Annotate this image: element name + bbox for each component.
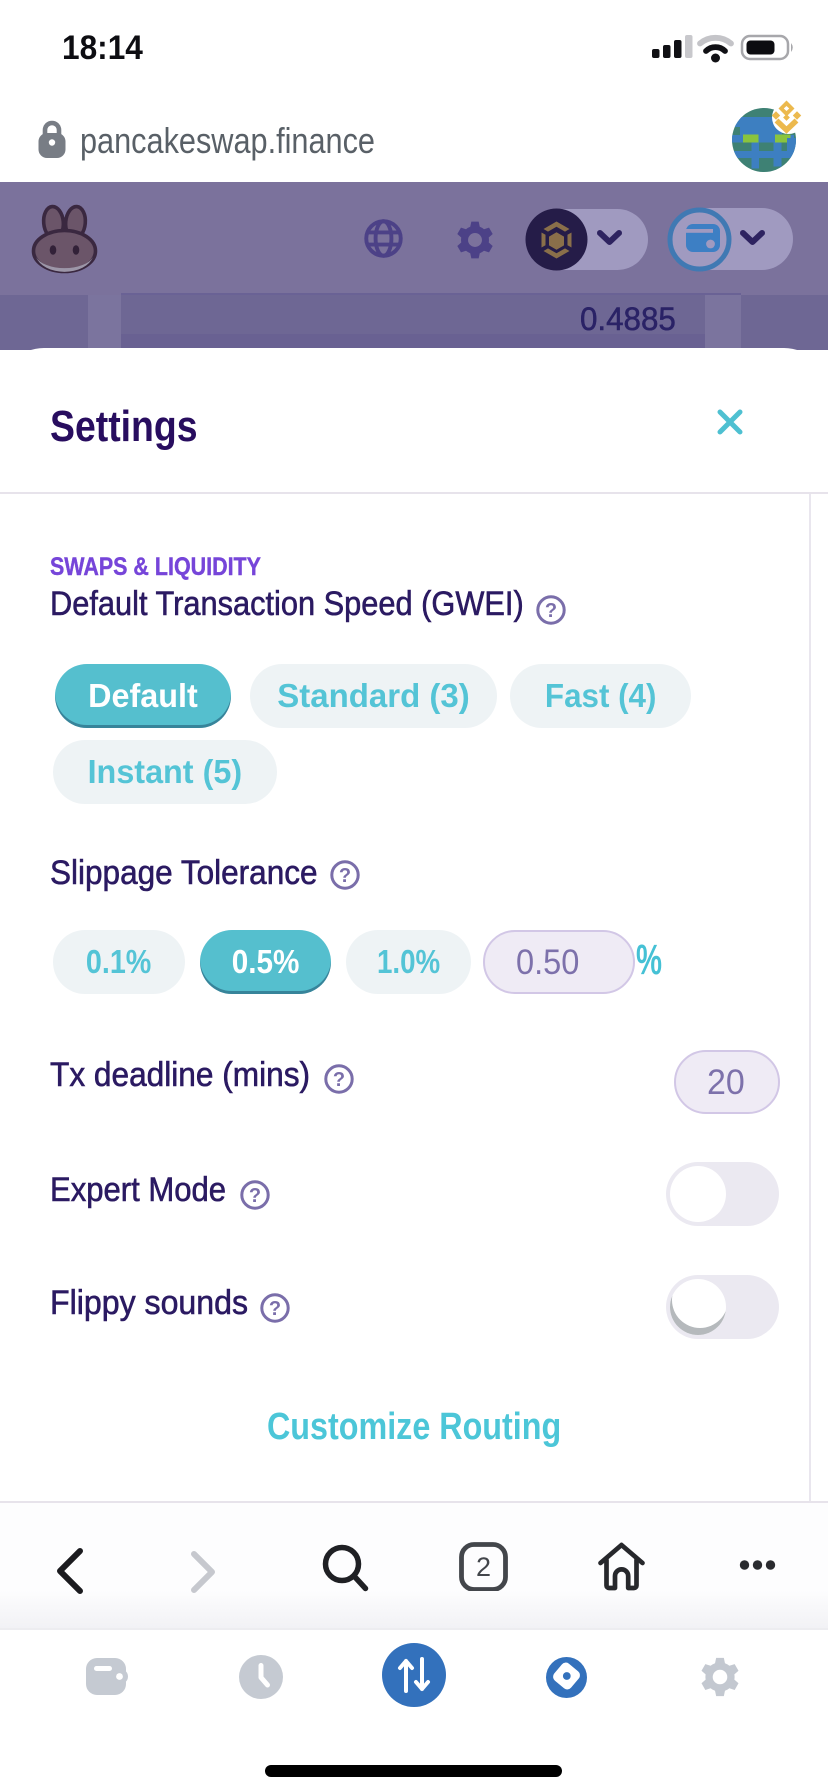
svg-text:?: ? (333, 1069, 345, 1091)
svg-text:?: ? (339, 865, 351, 887)
svg-text:?: ? (545, 600, 557, 622)
svg-text:?: ? (269, 1298, 281, 1320)
svg-text:?: ? (249, 1185, 261, 1207)
svg-text:2: 2 (476, 1552, 491, 1582)
